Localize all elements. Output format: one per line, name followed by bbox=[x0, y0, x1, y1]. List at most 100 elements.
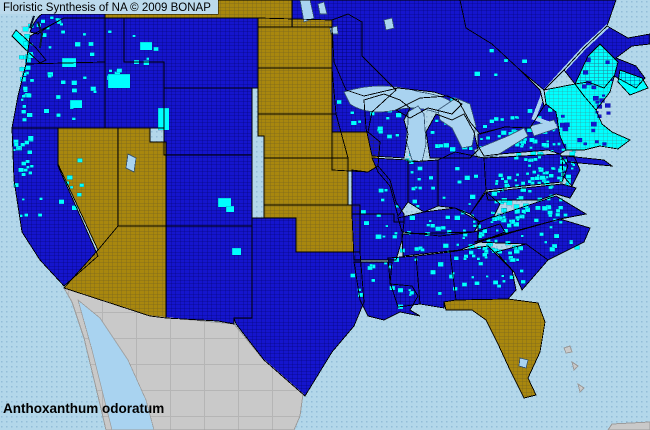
county-grid-overlay bbox=[258, 114, 348, 158]
county-record-mark bbox=[557, 142, 561, 146]
county-record-mark bbox=[545, 171, 549, 175]
region-border bbox=[561, 155, 581, 187]
county-record-mark bbox=[563, 213, 568, 217]
county-record-mark bbox=[543, 180, 550, 186]
county-grid-overlay bbox=[12, 62, 105, 128]
county-record-mark bbox=[517, 245, 524, 251]
county-record-mark bbox=[482, 252, 488, 257]
county-record-mark bbox=[412, 199, 418, 204]
county-record-mark bbox=[38, 213, 43, 217]
county-record-mark bbox=[350, 111, 355, 115]
county-record-mark bbox=[503, 58, 509, 63]
county-record-mark bbox=[39, 197, 43, 201]
county-record-mark bbox=[430, 223, 435, 228]
county-grid-overlay bbox=[105, 0, 292, 27]
county-record-mark bbox=[13, 142, 19, 147]
county-grid-overlay bbox=[352, 166, 404, 222]
county-record-mark bbox=[71, 88, 78, 93]
puget-sound-inlet bbox=[37, 21, 44, 49]
county-record-mark bbox=[18, 167, 24, 173]
county-record-mark bbox=[69, 185, 74, 189]
county-record-mark bbox=[416, 204, 420, 208]
county-record-mark bbox=[536, 174, 540, 177]
county-record-mark bbox=[21, 161, 27, 166]
county-record-mark bbox=[385, 116, 390, 120]
county-record-mark bbox=[535, 205, 541, 211]
county-record-mark bbox=[442, 243, 449, 249]
region-border bbox=[574, 43, 619, 111]
county-record-mark bbox=[513, 221, 520, 227]
county-record-mark bbox=[60, 30, 66, 34]
region-border bbox=[11, 29, 47, 64]
county-record-mark bbox=[20, 76, 27, 82]
county-record-mark bbox=[520, 234, 524, 238]
county-record-mark bbox=[21, 109, 26, 114]
county-record-mark bbox=[534, 218, 539, 223]
county-record-mark bbox=[442, 196, 446, 200]
region-border bbox=[407, 159, 439, 213]
county-grid-overlay bbox=[444, 299, 545, 398]
county-record-mark bbox=[426, 223, 431, 227]
county-record-mark bbox=[397, 288, 404, 293]
county-record-mark bbox=[506, 200, 513, 206]
county-record-mark bbox=[463, 257, 467, 261]
county-record-mark bbox=[495, 179, 499, 183]
county-record-mark bbox=[509, 275, 515, 280]
county-record-mark bbox=[595, 140, 599, 144]
county-record-mark bbox=[496, 284, 502, 288]
county-record-mark bbox=[71, 80, 78, 86]
county-grid-overlay bbox=[544, 84, 630, 150]
county-record-mark bbox=[82, 33, 87, 36]
county-record-mark bbox=[375, 234, 382, 240]
county-record-mark bbox=[485, 136, 491, 140]
county-record-mark bbox=[549, 246, 556, 252]
county-record-mark bbox=[59, 22, 64, 26]
county-record-mark bbox=[18, 55, 24, 60]
county-record-mark bbox=[357, 288, 362, 292]
county-record-mark bbox=[558, 205, 564, 210]
county-record-mark bbox=[596, 104, 603, 109]
region-border bbox=[363, 93, 411, 159]
county-record-mark bbox=[544, 240, 548, 244]
county-record-mark bbox=[453, 256, 459, 261]
county-record-mark bbox=[376, 213, 382, 218]
region-border bbox=[571, 360, 579, 371]
county-record-mark bbox=[497, 134, 502, 138]
county-record-mark bbox=[410, 170, 414, 174]
region-border bbox=[353, 261, 421, 321]
lakes-layer bbox=[77, 0, 612, 430]
county-grid-overlay bbox=[30, 14, 105, 34]
county-record-mark bbox=[496, 189, 501, 193]
county-record-mark bbox=[43, 108, 50, 114]
county-record-mark bbox=[502, 208, 507, 212]
county-record-mark bbox=[445, 215, 451, 220]
coastal-inlets bbox=[29, 15, 44, 49]
lake-nipigon bbox=[383, 17, 395, 31]
county-grid-overlay bbox=[164, 88, 252, 155]
region-border bbox=[607, 421, 650, 430]
county-record-mark bbox=[556, 176, 561, 180]
county-record-mark bbox=[482, 228, 488, 234]
county-record-mark bbox=[430, 270, 436, 275]
county-record-mark bbox=[577, 137, 583, 143]
county-record-mark bbox=[480, 137, 484, 141]
county-record-mark bbox=[565, 174, 572, 179]
county-record-mark bbox=[414, 186, 418, 189]
county-record-mark bbox=[592, 85, 597, 90]
county-record-mark bbox=[437, 261, 444, 267]
county-record-mark bbox=[448, 274, 455, 279]
county-record-mark bbox=[473, 224, 477, 228]
county-record-mark bbox=[490, 220, 494, 224]
county-record-mark bbox=[590, 121, 597, 127]
region-border bbox=[617, 69, 649, 96]
county-record-mark bbox=[541, 205, 548, 211]
county-record-mark bbox=[357, 292, 363, 297]
county-record-mark bbox=[28, 171, 33, 175]
county-record-mark bbox=[554, 130, 558, 134]
county-record-mark bbox=[462, 229, 466, 232]
county-record-mark bbox=[357, 120, 362, 124]
county-grid-overlay bbox=[118, 128, 166, 226]
great-salt-lake bbox=[125, 153, 137, 173]
county-record-mark bbox=[482, 124, 488, 129]
